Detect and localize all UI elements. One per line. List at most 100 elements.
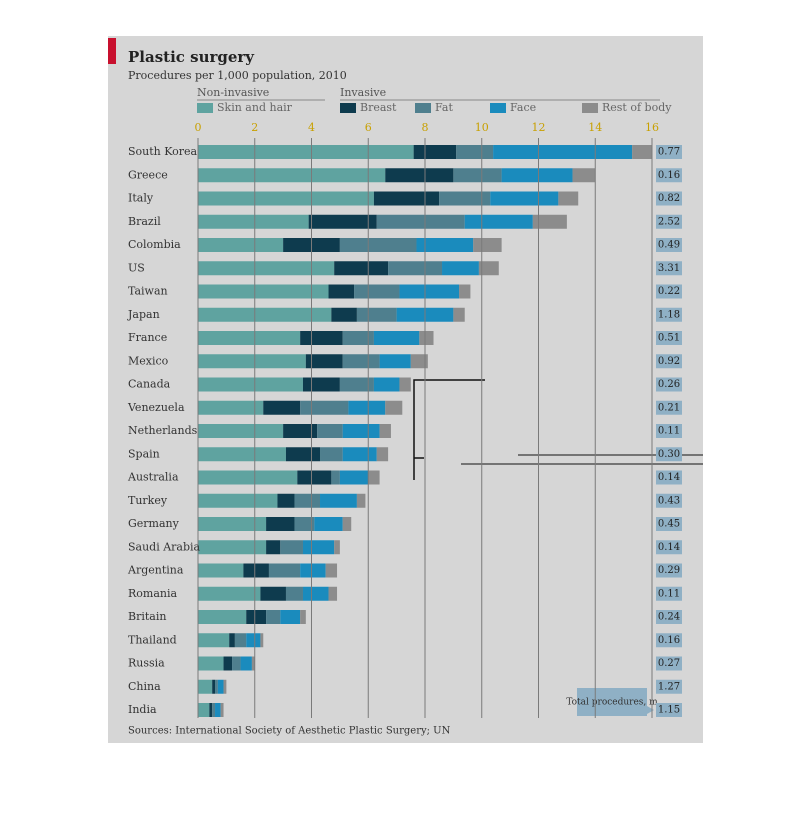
bar-segment	[280, 610, 301, 624]
legend-swatch	[340, 103, 356, 113]
bar-segment	[198, 191, 374, 206]
bar-segment	[198, 331, 301, 345]
x-tick-label: 2	[251, 121, 258, 134]
bar-segment	[342, 354, 380, 369]
x-tick-label: 6	[365, 121, 372, 134]
bar-segment	[419, 331, 434, 345]
total-box	[656, 354, 682, 369]
bar-segment	[442, 261, 479, 276]
bar-segment	[373, 331, 420, 345]
bar-segment	[215, 679, 218, 694]
bar-segment	[478, 261, 499, 276]
total-value: 1.15	[658, 705, 680, 716]
x-tick-label: 12	[532, 121, 546, 134]
x-tick-label: 10	[475, 121, 489, 134]
legend-swatch	[582, 103, 598, 113]
bar-segment	[413, 145, 457, 159]
total-value: 2.52	[658, 216, 680, 227]
bar-segment	[356, 493, 366, 508]
total-value: 0.27	[658, 658, 680, 669]
bar-segment	[243, 563, 269, 578]
total-box	[656, 540, 682, 555]
total-value: 0.14	[658, 472, 680, 483]
bar-segment	[266, 540, 281, 555]
total-value: 0.29	[658, 565, 680, 576]
bar-segment	[385, 400, 403, 415]
total-box	[656, 168, 682, 183]
total-value: 0.16	[658, 635, 680, 646]
legend-label: Rest of body	[602, 101, 672, 114]
total-value: 0.14	[658, 542, 680, 553]
bar-segment	[198, 517, 267, 531]
total-value: 0.92	[658, 356, 680, 367]
bar-segment	[439, 191, 491, 206]
y-tick-label: Colombia	[128, 238, 181, 251]
bar-segment	[198, 400, 264, 415]
total-box	[656, 400, 682, 415]
y-tick-label: Mexico	[128, 354, 169, 367]
total-box	[656, 656, 682, 671]
y-tick-label: Netherlands	[128, 424, 198, 437]
bar-segment	[212, 679, 216, 694]
bar-segment	[198, 447, 286, 462]
bar-segment	[198, 354, 306, 369]
bar-segment	[285, 586, 303, 601]
bar-segment	[373, 377, 400, 392]
y-tick-label: Turkey	[128, 494, 168, 507]
bar-segment	[263, 400, 301, 415]
bar-segment	[260, 633, 264, 648]
bar-segment	[342, 447, 377, 462]
bar-segment	[198, 424, 284, 438]
bar-segment	[268, 563, 301, 578]
legend-label: Skin and hair	[217, 101, 293, 114]
x-tick-label: 14	[588, 121, 602, 134]
bar-segment	[339, 238, 417, 252]
legend-label: Breast	[360, 101, 397, 114]
total-value: 0.82	[658, 193, 680, 204]
bar-segment	[331, 470, 340, 485]
bar-segment	[212, 703, 216, 717]
legend-swatch	[490, 103, 506, 113]
bar-segment	[490, 191, 559, 206]
y-tick-label: Britain	[128, 610, 166, 623]
bar-segment	[473, 238, 502, 252]
total-box	[656, 307, 682, 322]
legend-swatch	[415, 103, 431, 113]
total-box	[656, 470, 682, 485]
y-tick-label: Argentina	[127, 564, 184, 577]
total-box	[656, 633, 682, 648]
total-box	[656, 563, 682, 578]
legend-group: Invasive	[340, 86, 386, 99]
bar-segment	[305, 354, 343, 369]
bar-segment	[331, 307, 357, 322]
y-tick-label: US	[128, 261, 145, 274]
total-value: 1.18	[658, 309, 680, 320]
source: Sources: International Society of Aesthe…	[128, 726, 451, 737]
total-box	[656, 447, 682, 462]
bar-segment	[453, 168, 502, 183]
y-tick-label: Romania	[128, 587, 177, 600]
bar-segment	[453, 307, 465, 322]
x-tick-label: 8	[422, 121, 429, 134]
bar-segment	[328, 284, 355, 299]
total-box	[656, 261, 682, 276]
bar-segment	[376, 214, 465, 229]
bar-segment	[339, 377, 374, 392]
bar-segment	[280, 540, 303, 555]
bar-segment	[373, 191, 440, 206]
bar-segment	[399, 377, 411, 392]
total-box	[656, 679, 682, 694]
bar-segment	[368, 470, 380, 485]
bar-segment	[232, 656, 241, 671]
bar-segment	[334, 261, 389, 276]
bar-segment	[198, 493, 278, 508]
bar-segment	[493, 145, 633, 159]
totals-box	[577, 688, 647, 716]
total-box	[656, 191, 682, 206]
bar-segment	[376, 447, 389, 462]
total-value: 0.11	[658, 426, 680, 437]
total-value: 1.27	[658, 681, 680, 692]
total-box	[656, 517, 682, 531]
y-tick-label: South Korea	[128, 145, 198, 158]
